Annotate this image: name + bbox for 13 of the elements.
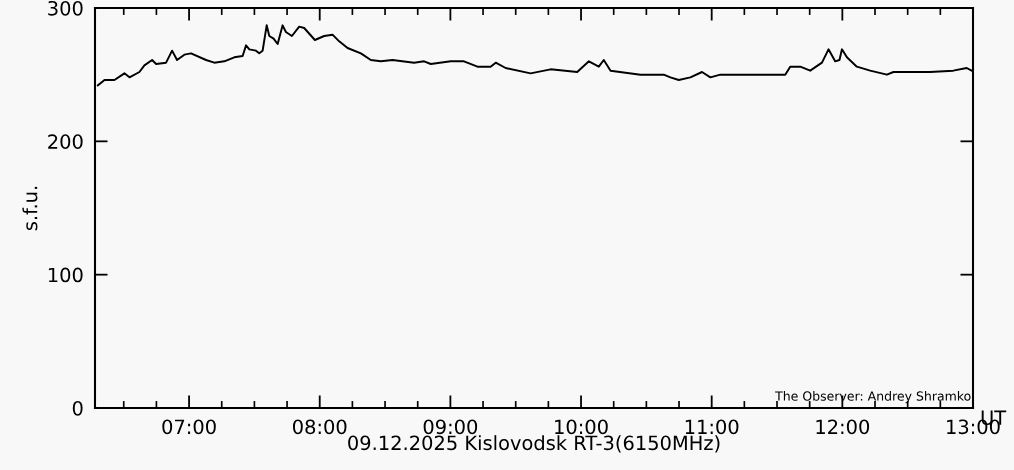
- y-tick-label: 0: [72, 400, 83, 416]
- y-tick-label: 300: [48, 0, 83, 16]
- x-axis-title: 09.12.2025 Kislovodsk RT-3(6150MHz): [348, 435, 720, 453]
- x-tick-label: 09:00: [423, 419, 478, 435]
- x-tick-label: 07:00: [162, 419, 216, 435]
- x-tick-label: 10:00: [555, 419, 608, 435]
- x-tick-label: 08:00: [292, 419, 347, 435]
- annotation: The Observer: Andrey Shramko: [775, 391, 971, 404]
- x-tick-label: 12:00: [816, 419, 870, 435]
- y-axis-title: s.f.u.: [22, 186, 38, 231]
- x-tick-label: 11:00: [685, 419, 739, 435]
- y-tick-label: 200: [48, 134, 83, 149]
- y-tick-label: 100: [48, 267, 83, 283]
